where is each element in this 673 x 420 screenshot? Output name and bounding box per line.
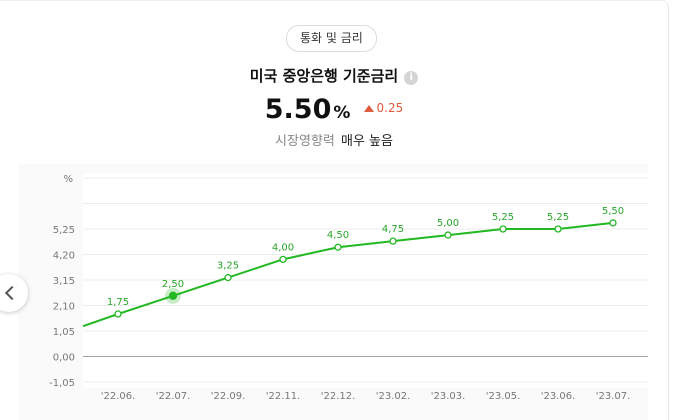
rate-summary: 5.50% 0.25 — [0, 94, 668, 125]
data-label: 5,00 — [437, 218, 459, 229]
y-tick-label: 4,20 — [53, 251, 75, 262]
data-point — [609, 219, 617, 227]
chevron-left-icon — [4, 285, 20, 301]
data-label: 4,75 — [382, 224, 404, 235]
x-tick-label: '22.12. — [321, 391, 356, 402]
info-icon[interactable]: i — [404, 71, 419, 85]
y-tick-label: 3,15 — [53, 276, 75, 287]
data-label: 4,50 — [327, 230, 349, 241]
x-tick-label: '23.07. — [596, 391, 631, 402]
y-axis-unit: % — [63, 174, 73, 185]
data-label: 5,50 — [602, 206, 624, 217]
y-tick-label: 2,10 — [53, 302, 75, 313]
triangle-up-icon — [363, 105, 374, 112]
data-point — [114, 310, 122, 318]
data-label: 4,00 — [272, 242, 294, 253]
data-point — [499, 225, 507, 233]
data-point — [334, 243, 342, 251]
data-label: 2,50 — [162, 279, 184, 290]
data-point — [168, 291, 178, 300]
rate-change-value: 0.25 — [376, 101, 404, 115]
x-tick-label: '23.05. — [486, 391, 521, 402]
data-label: 3,25 — [217, 261, 239, 272]
market-impact: 시장영향력 매우 높음 — [0, 130, 668, 149]
x-tick-label: '23.03. — [431, 391, 466, 402]
data-point — [444, 231, 452, 239]
category-tag[interactable]: 통화 및 금리 — [286, 25, 377, 52]
data-label: 1,75 — [107, 297, 129, 308]
y-tick-label: -1,05 — [49, 378, 75, 389]
x-tick-label: '23.06. — [541, 391, 576, 402]
y-tick-label: 0,00 — [53, 353, 75, 364]
impact-value: 매우 높음 — [340, 134, 393, 149]
x-tick-label: '22.07. — [156, 391, 191, 402]
data-label: 5,25 — [547, 212, 569, 223]
x-tick-label: '22.06. — [101, 391, 136, 402]
impact-label: 시장영향력 — [275, 134, 335, 149]
page-title: 미국 중앙은행 기준금리 i — [0, 65, 668, 86]
rate-value: 5.50 — [264, 94, 332, 125]
plot-background — [83, 174, 648, 388]
rate-line-chart: % 5,25 4,20 3,15 2,10 1,05 0,00 -1,05 '22.06. '22… — [49, 174, 648, 402]
y-tick-label: 5,25 — [53, 225, 75, 236]
rate-change: 0.25 — [363, 101, 404, 115]
y-tick-label: 1,05 — [53, 327, 75, 338]
data-label: 5,25 — [492, 212, 514, 223]
data-point — [389, 237, 397, 245]
x-tick-label: '22.11. — [266, 391, 301, 402]
x-tick-label: '23.02. — [376, 391, 411, 402]
title-text: 미국 중앙은행 기준금리 — [249, 67, 399, 85]
rate-unit: % — [333, 103, 351, 123]
data-point — [279, 255, 287, 264]
x-tick-label: '22.09. — [211, 391, 246, 402]
data-point — [224, 273, 232, 282]
chart-area: % 5,25 4,20 3,15 2,10 1,05 0,00 -1,05 '22.06. '22… — [18, 164, 648, 420]
data-point — [554, 225, 562, 233]
